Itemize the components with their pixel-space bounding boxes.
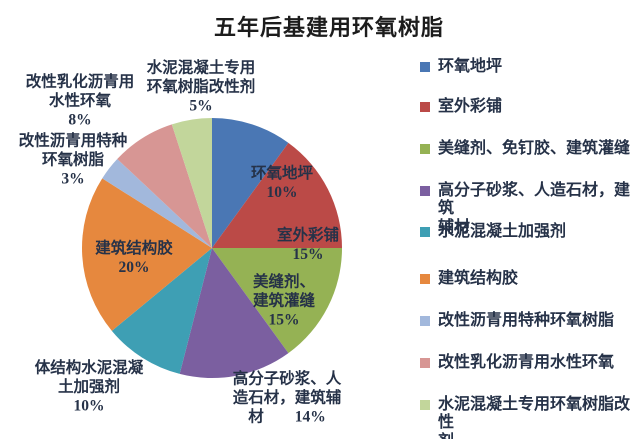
legend-swatch-icon (420, 274, 430, 284)
legend-swatch-icon (420, 316, 430, 326)
legend-item: 建筑结构胶 (420, 270, 638, 288)
pie-slice-4 (179, 248, 289, 379)
legend-item: 改性沥青用特种环氧树脂 (420, 312, 638, 330)
legend-label: 高分子砂浆、人造石材，建筑 辅材 (438, 182, 631, 236)
pie-slice-6 (81, 178, 212, 331)
pie-data-label: 高分子砂浆、人 造石材，建筑辅 材 14% (232, 370, 342, 426)
legend-item: 室外彩铺 (420, 98, 638, 116)
pie-data-label: 建筑结构胶 20% (95, 240, 173, 276)
pie-slice-7 (102, 159, 212, 248)
legend-item: 水泥混凝土加强剂 (420, 223, 638, 241)
legend-label: 室外彩铺 (438, 98, 503, 115)
legend-label: 改性沥青用特种环氧树脂 (438, 312, 615, 329)
pie-slice-1 (212, 118, 289, 248)
pie-slice-5 (111, 248, 212, 374)
pie-data-label: 美缝剂、 建筑灌缝 15% (252, 273, 316, 329)
legend-swatch-icon (420, 62, 430, 72)
pie-slice-8 (117, 124, 212, 248)
legend-label: 环氧地坪 (438, 58, 503, 75)
legend-label: 美缝剂、免钉胶、建筑灌缝 (438, 140, 631, 157)
legend-item: 水泥混凝土专用环氧树脂改性 剂 (420, 396, 638, 439)
legend-item: 美缝剂、免钉胶、建筑灌缝 (420, 140, 638, 158)
legend-item: 改性乳化沥青用水性环氧 (420, 354, 638, 372)
legend-swatch-icon (420, 358, 430, 368)
pie-data-label: 改性乳化沥青用 水性环氧 8% (25, 73, 135, 129)
pie-data-label: 室外彩铺 15% (276, 227, 340, 263)
pie-slice-2 (212, 142, 342, 248)
pie-data-label: 水泥混凝土专用 环氧树脂改性剂 5% (146, 59, 256, 115)
pie-data-label: 改性沥青用特种 环氧树脂 3% (18, 132, 128, 188)
chart-title: 五年后基建用环氧树脂 (213, 15, 444, 40)
legend-label: 水泥混凝土加强剂 (438, 223, 567, 240)
pie-chart (81, 118, 342, 379)
pie-data-label: 体结构水泥混凝 土加强剂 10% (34, 359, 144, 415)
legend-swatch-icon (420, 102, 430, 112)
legend-label: 水泥混凝土专用环氧树脂改性 剂 (438, 396, 631, 439)
legend-item: 环氧地坪 (420, 58, 638, 76)
legend-label: 建筑结构胶 (438, 270, 519, 287)
legend-swatch-icon (420, 186, 430, 196)
legend-swatch-icon (420, 144, 430, 154)
pie-slice-9 (171, 118, 212, 248)
legend-label: 改性乳化沥青用水性环氧 (438, 354, 615, 371)
pie-slice-3 (212, 248, 342, 354)
legend-item: 高分子砂浆、人造石材，建筑 辅材 (420, 182, 638, 237)
legend-swatch-icon (420, 400, 430, 410)
legend-swatch-icon (420, 227, 430, 237)
pie-data-label: 环氧地坪 10% (250, 165, 314, 201)
